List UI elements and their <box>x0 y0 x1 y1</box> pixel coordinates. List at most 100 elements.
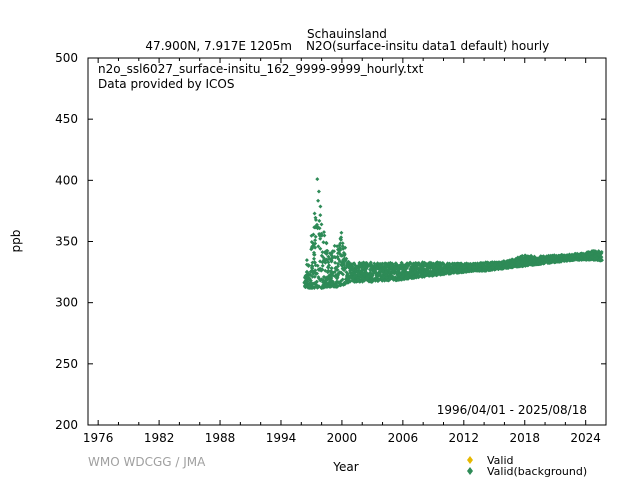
data-point <box>322 233 327 238</box>
data-point <box>391 269 396 273</box>
data-point <box>439 262 444 267</box>
credit-text: WMO WDCGG / JMA <box>88 455 206 469</box>
data-point <box>338 247 343 251</box>
data-point <box>457 269 461 274</box>
x-tick-label: 1982 <box>144 431 175 445</box>
data-point <box>335 244 340 249</box>
data-point <box>369 279 374 284</box>
data-point <box>408 272 413 276</box>
data-point <box>326 254 331 259</box>
data-point <box>341 258 345 263</box>
data-point <box>302 280 307 285</box>
data-point <box>333 260 338 265</box>
data-point <box>484 261 489 266</box>
data-point <box>449 268 454 273</box>
data-point <box>343 245 348 250</box>
data-point <box>537 258 542 262</box>
data-point <box>375 266 380 271</box>
data-point <box>435 272 440 277</box>
data-point <box>453 267 457 272</box>
data-point <box>450 264 455 269</box>
data-point <box>404 275 409 280</box>
data-point <box>362 264 367 269</box>
data-point <box>344 265 349 270</box>
data-point <box>559 256 564 261</box>
data-point <box>546 261 551 265</box>
data-point <box>389 265 394 270</box>
file-label: n2o_ssl6027_surface-insitu_162_9999-9999… <box>98 62 424 76</box>
data-point <box>419 274 424 279</box>
data-point <box>461 269 466 274</box>
data-point <box>468 264 472 268</box>
data-point <box>314 223 319 228</box>
data-point <box>386 261 391 266</box>
data-point <box>551 256 556 261</box>
data-point <box>327 281 332 286</box>
x-axis-label: Year <box>332 460 358 474</box>
data-point <box>519 260 524 265</box>
data-point <box>375 261 380 266</box>
data-point <box>314 279 319 284</box>
data-point <box>407 261 412 266</box>
plot-frame <box>87 57 607 426</box>
station-title: Schauinsland <box>307 27 387 41</box>
data-point <box>531 262 536 267</box>
location-text: 47.900N, 7.917E 1205m <box>145 39 292 53</box>
data-point <box>423 271 428 276</box>
data-point <box>315 263 320 268</box>
data-point <box>520 263 525 268</box>
data-point <box>325 284 329 289</box>
data-point <box>377 277 382 282</box>
data-point <box>356 273 361 278</box>
data-point <box>318 246 323 251</box>
data-point <box>337 259 342 264</box>
data-point <box>354 265 358 270</box>
data-point <box>321 279 326 284</box>
data-point <box>364 271 369 276</box>
data-point <box>320 250 325 255</box>
data-point <box>373 264 378 269</box>
x-tick-label: 2018 <box>509 431 540 445</box>
data-point <box>599 255 604 260</box>
data-point <box>376 272 381 277</box>
data-point <box>482 265 487 270</box>
data-point <box>322 230 326 235</box>
data-point <box>412 270 417 275</box>
data-point <box>487 267 492 272</box>
data-point <box>321 240 326 245</box>
data-point <box>504 265 509 270</box>
y-tick-label: 300 <box>55 296 78 310</box>
data-point <box>471 261 476 266</box>
data-point <box>317 218 322 223</box>
data-point <box>314 272 319 276</box>
data-point <box>414 261 419 266</box>
data-point <box>313 241 318 246</box>
data-point <box>594 256 599 261</box>
data-point <box>472 265 477 270</box>
data-point <box>317 226 322 231</box>
data-point <box>318 204 323 209</box>
data-point <box>414 275 419 280</box>
data-point <box>383 267 388 272</box>
data-point <box>379 263 384 268</box>
data-point <box>558 253 563 258</box>
data-point <box>422 274 427 279</box>
data-point <box>324 252 329 256</box>
data-point <box>320 263 325 268</box>
data-point <box>510 261 515 266</box>
data-point <box>347 277 351 282</box>
x-tick-label: 2000 <box>327 431 358 445</box>
data-point <box>396 264 401 268</box>
data-point <box>345 261 349 266</box>
legend-valid-marker <box>467 456 473 464</box>
data-point <box>537 262 541 267</box>
data-point <box>388 275 392 280</box>
data-point <box>496 265 501 270</box>
data-point <box>312 211 317 216</box>
data-point <box>335 276 339 281</box>
data-point <box>516 260 521 265</box>
data-point <box>443 268 448 273</box>
data-point <box>384 270 389 275</box>
data-point <box>370 276 375 281</box>
legend-background-marker <box>467 467 473 475</box>
